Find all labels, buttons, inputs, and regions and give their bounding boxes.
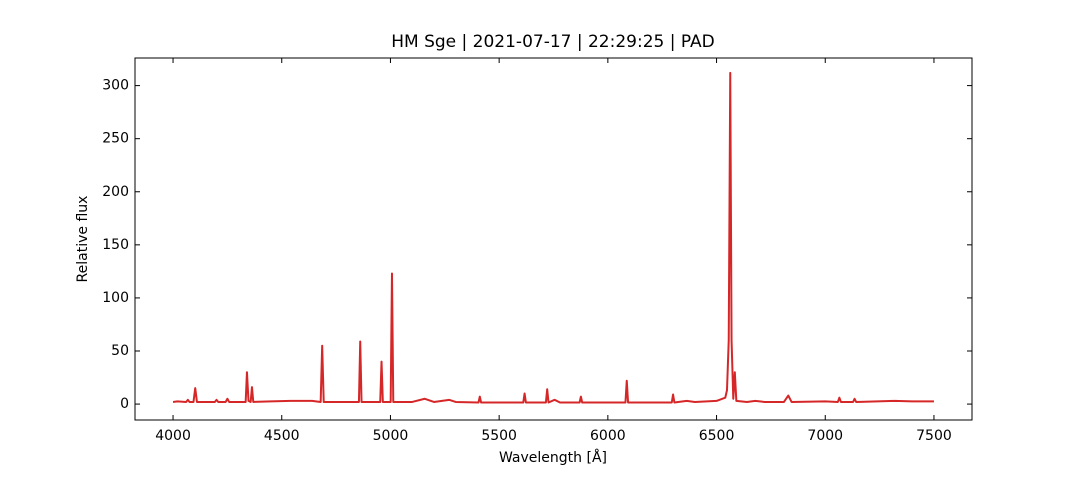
- x-tick-label: 6000: [590, 428, 626, 444]
- x-tick-label: 7500: [916, 428, 952, 444]
- x-tick-label: 7000: [807, 428, 843, 444]
- x-tick-label: 6500: [699, 428, 735, 444]
- y-tick-label: 50: [111, 343, 129, 359]
- chart-title: HM Sge | 2021-07-17 | 22:29:25 | PAD: [391, 32, 715, 52]
- y-tick-label: 100: [102, 290, 129, 306]
- y-tick-label: 300: [102, 78, 129, 94]
- spectrum-line: [172, 71, 934, 404]
- y-tick-label: 0: [120, 396, 129, 412]
- x-tick-label: 5500: [481, 428, 517, 444]
- y-tick-label: 150: [102, 237, 129, 253]
- y-tick-label: 250: [102, 131, 129, 147]
- x-tick-label: 4000: [155, 428, 191, 444]
- plot-frame: [134, 57, 973, 421]
- x-tick-label: 5000: [373, 428, 409, 444]
- y-axis-label: Relative flux: [75, 196, 91, 283]
- x-axis-label: Wavelength [Å]: [499, 449, 607, 466]
- x-tick-label: 4500: [264, 428, 300, 444]
- y-tick-label: 200: [102, 184, 129, 200]
